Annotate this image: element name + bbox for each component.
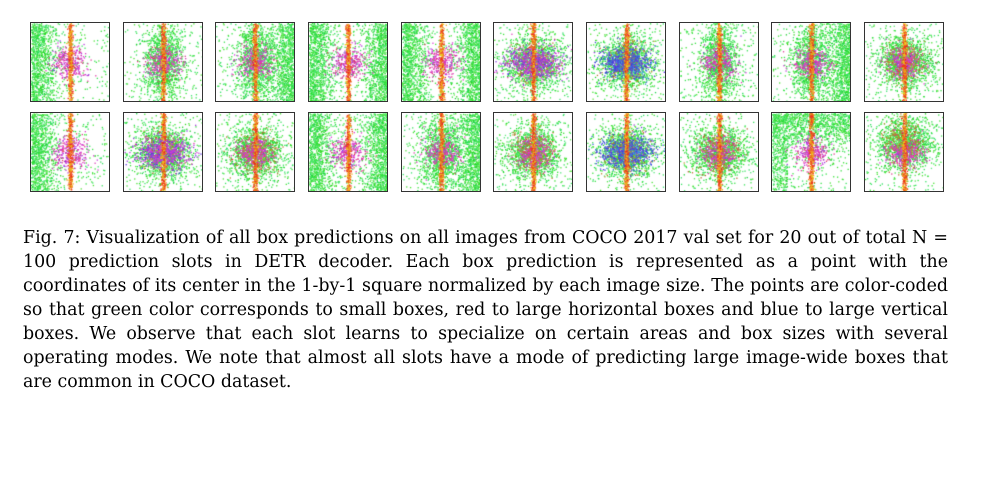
scatter-panel	[864, 112, 944, 192]
scatter-panel	[215, 22, 295, 102]
scatter-panel	[308, 22, 388, 102]
scatter-panel	[586, 112, 666, 192]
scatter-canvas	[865, 23, 943, 101]
scatter-canvas	[772, 113, 850, 191]
figure-row-bottom	[30, 112, 944, 192]
scatter-panel	[493, 112, 573, 192]
scatter-panel	[771, 112, 851, 192]
scatter-panel	[308, 112, 388, 192]
scatter-canvas	[494, 113, 572, 191]
scatter-canvas	[587, 113, 665, 191]
scatter-canvas	[216, 113, 294, 191]
scatter-canvas	[680, 113, 758, 191]
scatter-canvas	[124, 113, 202, 191]
scatter-canvas	[494, 23, 572, 101]
scatter-panel	[123, 112, 203, 192]
scatter-canvas	[31, 113, 109, 191]
scatter-canvas	[772, 23, 850, 101]
figure-caption: Fig. 7: Visualization of all box predict…	[23, 226, 948, 394]
scatter-panel	[401, 22, 481, 102]
scatter-canvas	[124, 23, 202, 101]
scatter-canvas	[865, 113, 943, 191]
scatter-panel	[30, 22, 110, 102]
caption-text: Visualization of all box predictions on …	[23, 228, 948, 392]
scatter-canvas	[587, 23, 665, 101]
scatter-canvas	[31, 23, 109, 101]
figure-label: Fig. 7:	[23, 228, 81, 248]
figure-row-top	[30, 22, 944, 102]
scatter-panel	[401, 112, 481, 192]
scatter-canvas	[680, 23, 758, 101]
scatter-canvas	[309, 113, 387, 191]
scatter-panel	[679, 22, 759, 102]
scatter-panel	[771, 22, 851, 102]
scatter-panel	[30, 112, 110, 192]
scatter-canvas	[216, 23, 294, 101]
scatter-panel	[679, 112, 759, 192]
scatter-panel	[123, 22, 203, 102]
scatter-panel	[586, 22, 666, 102]
scatter-panel	[493, 22, 573, 102]
scatter-panel	[864, 22, 944, 102]
scatter-canvas	[402, 23, 480, 101]
scatter-canvas	[309, 23, 387, 101]
scatter-panel	[215, 112, 295, 192]
scatter-canvas	[402, 113, 480, 191]
figure-scatter-grid	[30, 22, 944, 194]
